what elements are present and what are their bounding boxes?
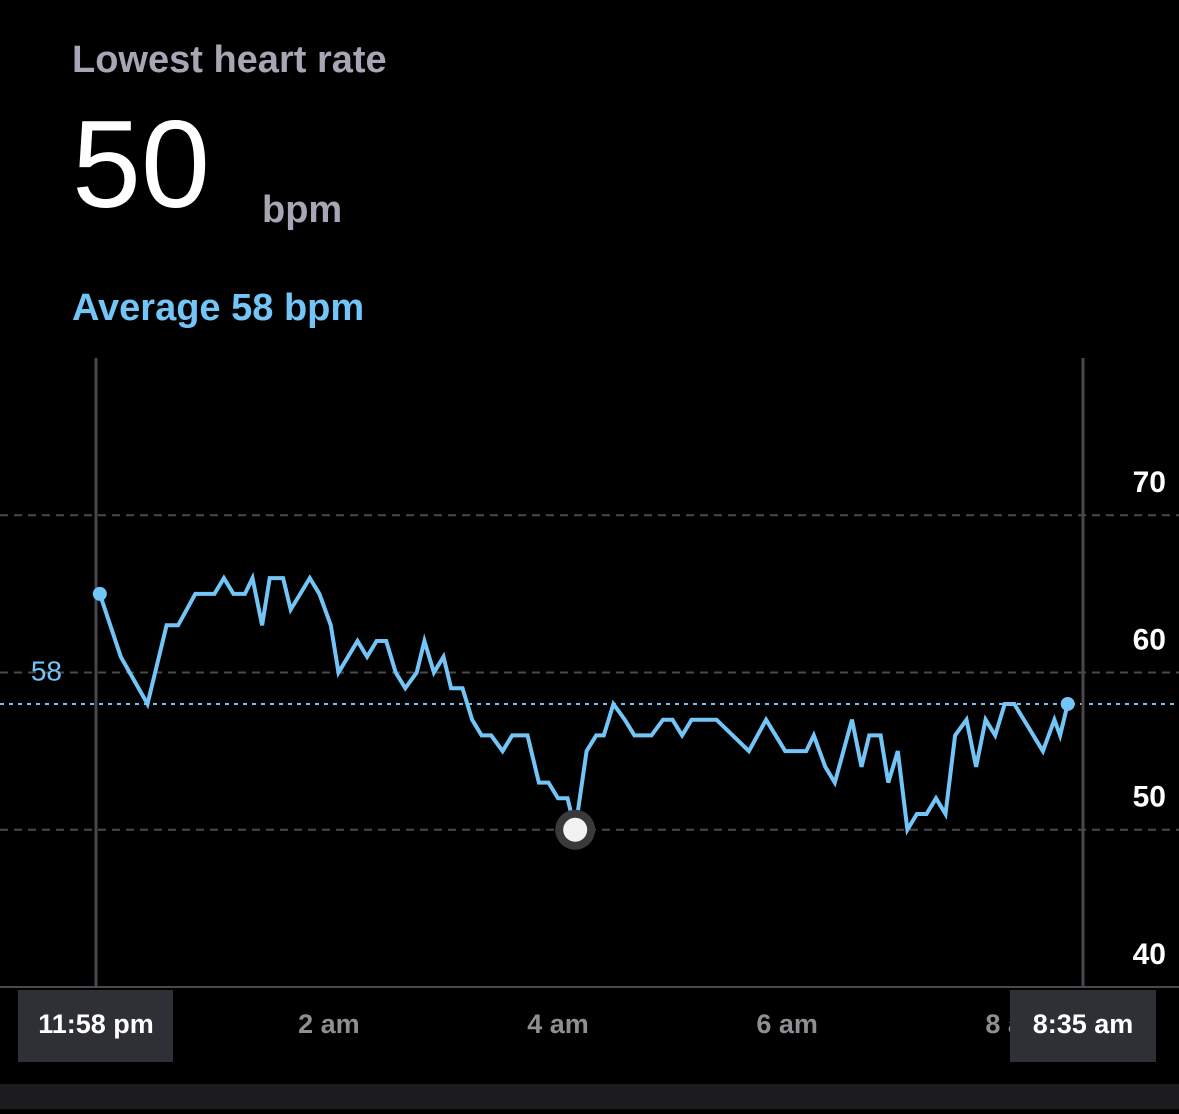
- y-tick-label: 60: [1133, 623, 1166, 656]
- lowest-value: 50: [72, 96, 210, 234]
- end-dot: [92, 586, 107, 601]
- unit: bpm: [262, 189, 342, 231]
- min-dot: [563, 817, 588, 842]
- title: Lowest heart rate: [72, 39, 387, 81]
- x-tick-label: 11:58 pm: [38, 1009, 154, 1039]
- x-tick-label: 8:35 am: [1033, 1009, 1134, 1039]
- end-dot: [1060, 696, 1075, 711]
- x-tick-label: 4 am: [527, 1009, 589, 1039]
- y-tick-label: 70: [1133, 466, 1166, 499]
- x-tick-label: 2 am: [298, 1009, 360, 1039]
- x-tick-box: [18, 990, 173, 1062]
- average-text: Average 58 bpm: [72, 287, 364, 329]
- average-label: 58: [31, 655, 62, 686]
- y-tick-label: 50: [1133, 781, 1166, 814]
- bottom-bar: [0, 1084, 1179, 1109]
- x-tick-label: 6 am: [756, 1009, 818, 1039]
- y-tick-label: 40: [1133, 938, 1166, 971]
- x-tick-box: [1010, 990, 1156, 1062]
